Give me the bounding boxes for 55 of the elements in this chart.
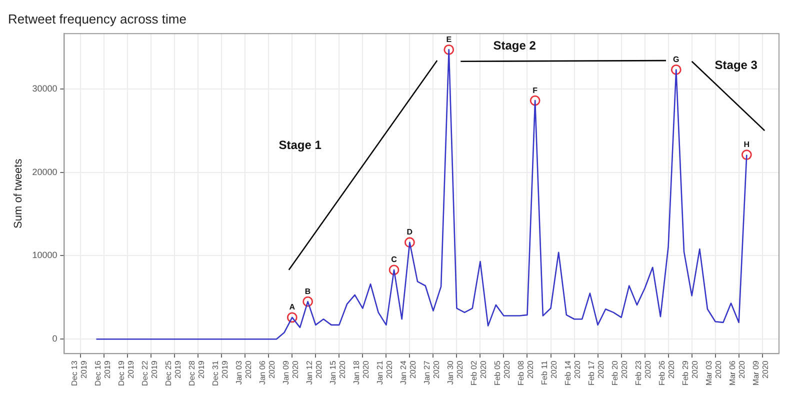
x-tick-label: Feb 23 2020	[634, 360, 653, 386]
y-tick-label: 20000	[32, 166, 58, 177]
x-tick-label: Feb 08 2020	[516, 360, 536, 386]
x-tick-label: Feb 29 2020	[681, 360, 700, 386]
x-tick-label: Feb 05 2020	[492, 360, 512, 386]
annotation: E	[446, 34, 452, 44]
x-tick-label: Jan 03 2020	[234, 360, 253, 385]
point	[444, 44, 454, 55]
annotation: B	[304, 286, 311, 296]
x-tick-label: Mar 06 2020	[728, 360, 747, 386]
annotation: Stage 3	[714, 58, 758, 72]
annotation: Stage 1	[278, 138, 322, 152]
point	[670, 64, 682, 75]
x-tick-label: Jan 09 2020	[281, 360, 300, 385]
annotation: D	[406, 228, 413, 237]
x-tick-label: Feb 20 2020	[610, 360, 630, 386]
point	[286, 312, 298, 323]
x-tick-label: Jan 12 2020	[304, 360, 324, 385]
chart-title: Retweet frequency across time	[8, 11, 186, 26]
x-tick-label: Jan 21 2020	[375, 360, 394, 385]
annotation: C	[391, 255, 398, 264]
x-tick-label: Jan 18 2020	[352, 360, 370, 385]
point	[388, 264, 400, 276]
y-tick-label: 0	[52, 334, 58, 344]
x-tick-label: Jan 27 2020	[422, 360, 442, 385]
x-tick-label: Dec 13 2019	[70, 360, 88, 386]
y-axis-title: Sum of tweets	[12, 158, 25, 228]
annotation: F	[532, 86, 538, 95]
x-tick-label: Feb 26 2020	[658, 360, 676, 386]
point	[302, 296, 314, 307]
annotation: Stage 2	[493, 38, 536, 53]
y-tick-label: 10000	[32, 250, 58, 260]
annotation: H	[744, 140, 750, 149]
x-tick-label: Feb 14 2020	[563, 360, 582, 386]
x-tick-label: Dec 22 2019	[140, 360, 159, 386]
x-tick-label: Feb 02 2020	[469, 360, 488, 386]
x-tick-label: Jan 06 2020	[258, 360, 276, 385]
point	[530, 95, 540, 106]
x-tick-label: Dec 28 2019	[187, 360, 206, 386]
x-tick-label: Mar 09 2020	[752, 360, 770, 386]
x-tick-label: Mar 03 2020	[704, 360, 724, 386]
x-tick-label: Dec 25 2019	[164, 360, 182, 386]
x-tick-label: Feb 17 2020	[586, 360, 606, 386]
x-tick-label: Feb 11 2020	[540, 360, 559, 385]
annotation: G	[673, 54, 680, 64]
point	[741, 150, 752, 160]
x-tick-label: Jan 24 2020	[398, 360, 418, 385]
x-tick-label: Dec 19 2019	[116, 360, 136, 386]
annotation: A	[289, 302, 296, 312]
point	[404, 237, 415, 248]
x-tick-label: Jan 30 2020	[446, 360, 465, 385]
y-tick-label: 30000	[32, 83, 58, 94]
x-tick-label: Dec 31 2019	[210, 360, 230, 386]
x-tick-label: Dec 16 2019	[93, 360, 112, 386]
x-tick-label: Jan 15 2020	[328, 360, 347, 385]
